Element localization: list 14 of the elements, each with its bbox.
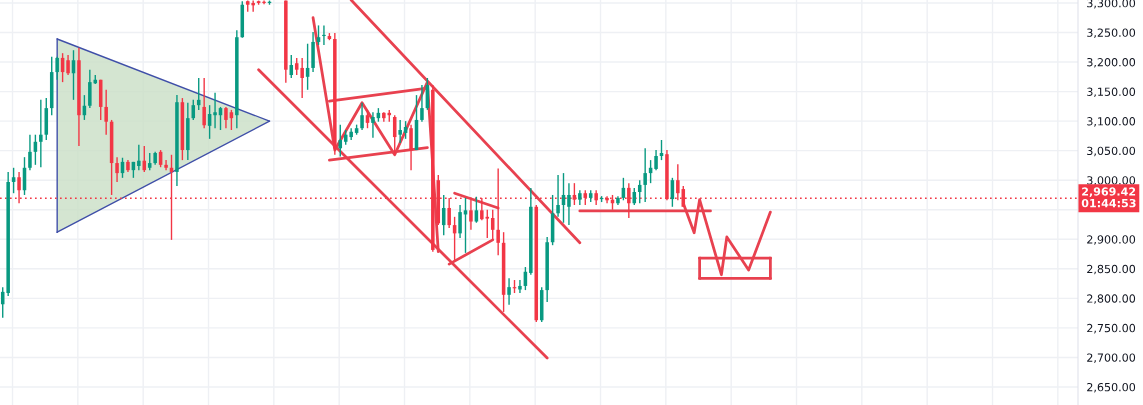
y-tick-label: 2,800.00 bbox=[1087, 294, 1136, 304]
ref-line-label: 2,969.42 bbox=[1082, 187, 1136, 198]
y-tick-label: 3,200.00 bbox=[1087, 58, 1136, 68]
y-tick-label: 3,050.00 bbox=[1087, 146, 1136, 157]
y-tick-label: 3,250.00 bbox=[1087, 28, 1136, 39]
y-tick-label: 2,850.00 bbox=[1087, 264, 1136, 275]
y-tick-label: 2,750.00 bbox=[1087, 323, 1136, 334]
text: 01:44:53 bbox=[1081, 198, 1136, 208]
y-tick-label: 3,100.00 bbox=[1087, 117, 1136, 127]
y-tick-label: 3,150.00 bbox=[1087, 87, 1136, 98]
y-tick-label: 2,900.00 bbox=[1087, 235, 1136, 245]
y-tick-label: 3,000.00 bbox=[1087, 176, 1136, 186]
y-tick-label: 2,650.00 bbox=[1087, 382, 1136, 393]
y-tick-label: 2,700.00 bbox=[1087, 353, 1136, 363]
